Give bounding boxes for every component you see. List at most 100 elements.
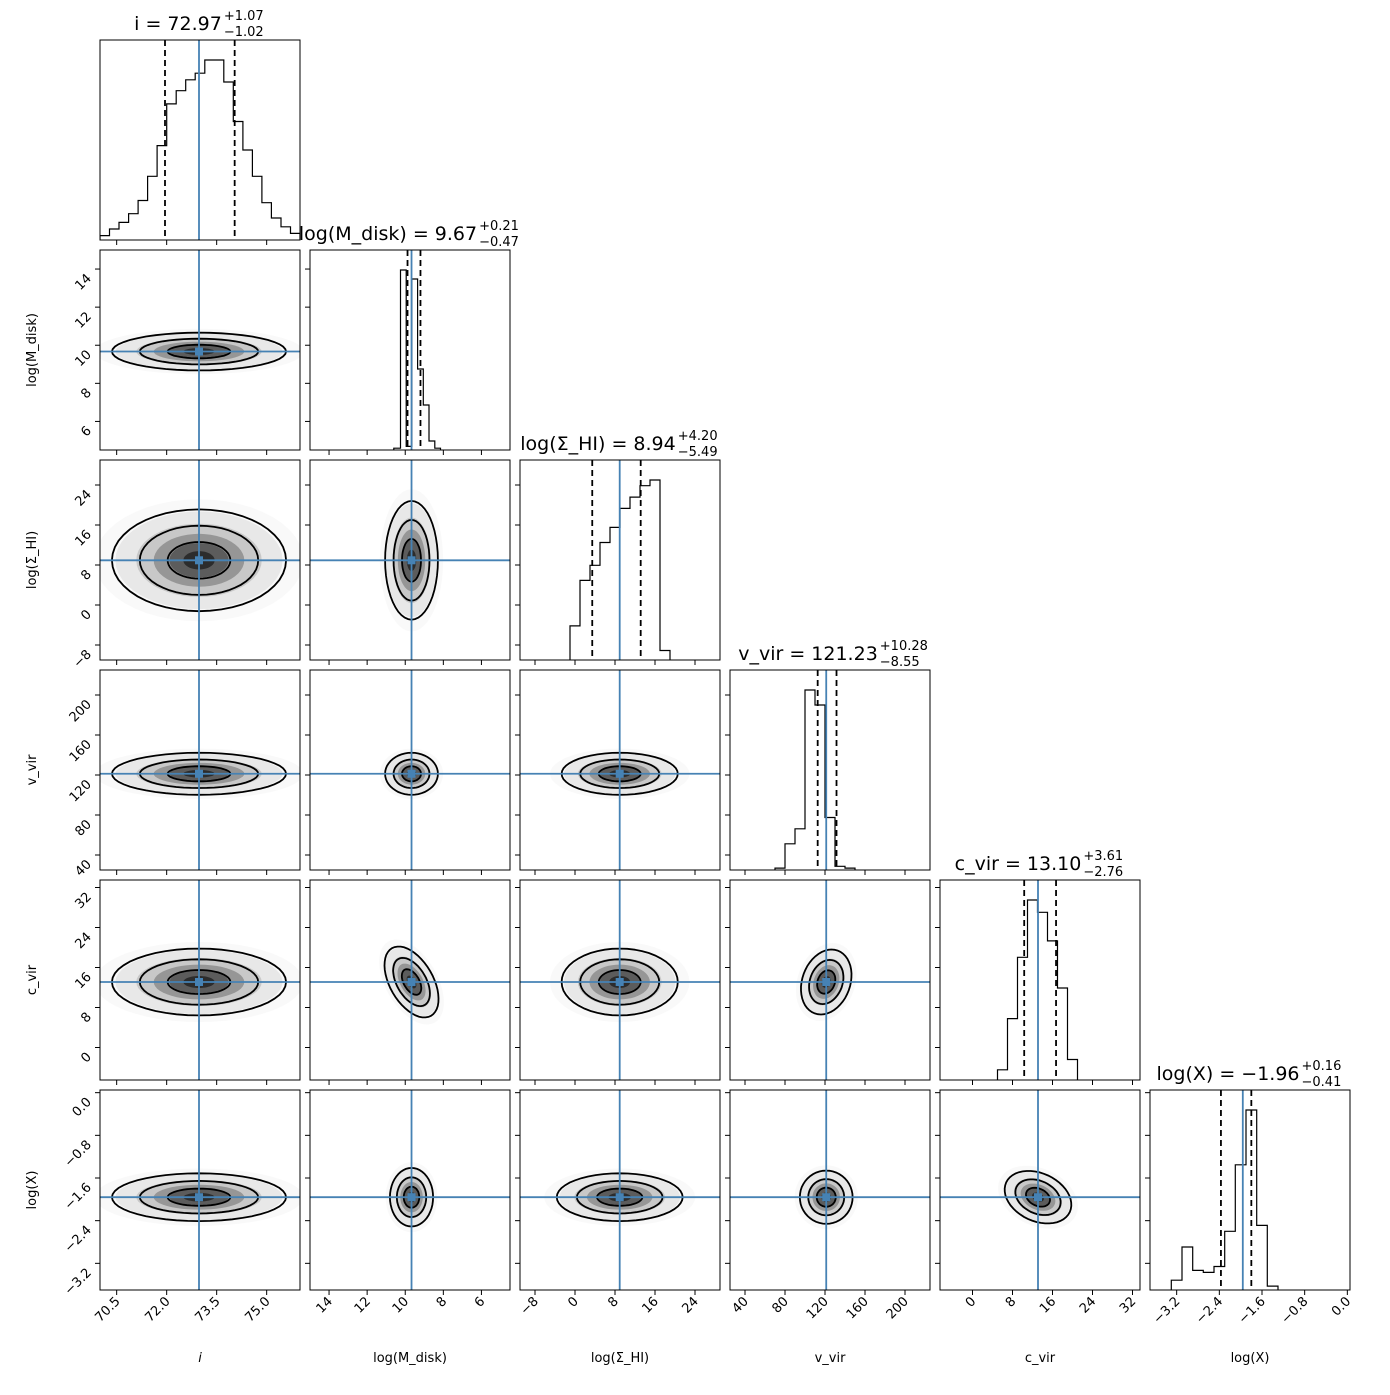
y-axis-label-c_vir: c_vir	[25, 964, 40, 995]
panel-frame	[729, 879, 931, 1081]
y-tick-label: 16	[73, 527, 95, 549]
x-tick-label: 6	[472, 1294, 488, 1310]
panel-frame	[99, 669, 301, 871]
scatter-panel-v_vir-vs-i: 40 80 120 160 200	[67, 669, 301, 880]
y-tick-label: 14	[73, 271, 95, 293]
x-tick-label: 16	[640, 1294, 662, 1316]
truth-marker	[407, 769, 416, 778]
x-tick-label: 73.5	[192, 1294, 223, 1325]
scatter-panel-v_vir-vs-log(Σ_HI)	[515, 669, 721, 875]
y-tick-label: 80	[73, 817, 95, 839]
x-tick-label: 0.0	[1329, 1294, 1354, 1319]
x-tick-label: 0	[565, 1294, 581, 1310]
x-axis-label-log(Σ_HI): log(Σ_HI)	[591, 1351, 649, 1366]
scatter-panel-c_vir-vs-log(Σ_HI)	[515, 879, 721, 1085]
x-tick-label: −2.4	[1193, 1294, 1226, 1327]
scatter-panel-c_vir-vs-v_vir	[725, 879, 931, 1085]
panel-frame	[309, 459, 511, 661]
x-tick-label: −0.8	[1279, 1294, 1312, 1327]
x-axis-label-v_vir: v_vir	[815, 1351, 846, 1366]
x-tick-label: 14	[314, 1294, 336, 1316]
panel-title-log(X): log(X) = −1.96	[1156, 1063, 1299, 1085]
contour-3	[800, 948, 853, 1016]
y-axis-label-log(M_disk): log(M_disk)	[25, 313, 40, 387]
title-err-plus: +0.16	[1302, 1059, 1342, 1074]
y-tick-label: 6	[78, 424, 94, 440]
y-tick-label: 40	[73, 857, 95, 879]
panel-frame	[309, 249, 511, 451]
x-tick-label: 80	[770, 1294, 792, 1316]
truth-marker	[822, 978, 831, 986]
x-tick-label: −3.2	[1151, 1294, 1184, 1327]
y-tick-label: 120	[67, 777, 95, 805]
panel-frame	[309, 879, 511, 1081]
x-tick-label: 12	[352, 1294, 374, 1316]
panel-frame	[729, 669, 931, 871]
x-axis-label-i: i	[198, 1351, 202, 1366]
scatter-panel-log(M_disk)-vs-i: 6 8 10 12 14	[73, 249, 301, 455]
x-tick-label: 8	[1003, 1294, 1019, 1310]
truth-marker	[1034, 1193, 1042, 1202]
y-tick-label: 200	[67, 697, 95, 725]
y-tick-label: 0	[78, 1050, 94, 1066]
hist-panel-log(Σ_HI): log(Σ_HI) = 8.94 +4.20−5.49	[515, 429, 721, 665]
panel-frame	[939, 1089, 1141, 1291]
y-tick-label: 16	[73, 970, 95, 992]
scatter-panel-v_vir-vs-log(M_disk)	[305, 669, 511, 875]
contour-3	[383, 945, 440, 1019]
y-tick-label: 8	[78, 1010, 94, 1026]
x-tick-label: 200	[884, 1294, 912, 1322]
truth-marker	[195, 556, 203, 565]
histogram-log(M_disk)	[393, 269, 442, 450]
title-err-minus: −8.55	[880, 655, 920, 670]
x-tick-label: 24	[680, 1294, 702, 1316]
x-tick-label: 24	[1077, 1294, 1099, 1316]
scatter-panel-log(Σ_HI)-vs-log(M_disk)	[305, 459, 511, 665]
contour-2	[808, 958, 845, 1006]
y-axis-label-v_vir: v_vir	[25, 754, 40, 785]
panel-title-log(M_disk): log(M_disk) = 9.67	[299, 223, 477, 245]
x-tick-label: 70.5	[92, 1294, 123, 1325]
y-tick-label: −3.2	[62, 1266, 95, 1299]
x-tick-label: −1.6	[1236, 1294, 1269, 1327]
scatter-panel-log(X)-vs-v_vir: 40 80 120 160 200	[725, 1089, 931, 1322]
x-tick-label: 10	[390, 1294, 412, 1316]
truth-marker	[195, 347, 203, 356]
title-err-plus: +3.61	[1083, 849, 1123, 864]
y-tick-label: 8	[78, 386, 94, 402]
panel-frame	[99, 249, 301, 451]
x-tick-label: 32	[1117, 1294, 1139, 1316]
y-tick-label: −2.4	[62, 1223, 95, 1256]
panel-title-v_vir: v_vir = 121.23	[738, 643, 878, 665]
panel-frame	[1149, 1089, 1351, 1291]
histogram-i	[100, 59, 300, 240]
title-err-minus: −0.47	[479, 235, 519, 250]
truth-marker	[615, 769, 624, 778]
panel-title-log(Σ_HI): log(Σ_HI) = 8.94	[520, 433, 676, 455]
title-err-minus: −0.41	[1302, 1075, 1342, 1090]
panel-frame	[939, 879, 1141, 1081]
panel-frame	[309, 1089, 511, 1291]
scatter-panel-c_vir-vs-log(M_disk)	[305, 879, 511, 1085]
histogram-v_vir	[774, 689, 856, 870]
contour-3	[1003, 1170, 1073, 1225]
x-axis-label-c_vir: c_vir	[1025, 1351, 1056, 1366]
truth-marker	[615, 1193, 624, 1202]
panel-frame	[99, 39, 301, 241]
x-tick-label: 75.0	[242, 1294, 273, 1325]
title-err-plus: +10.28	[880, 639, 928, 654]
y-tick-label: 160	[67, 737, 95, 765]
x-tick-label: 16	[1037, 1294, 1059, 1316]
panel-frame	[99, 1089, 301, 1291]
scatter-panel-log(X)-vs-c_vir: 0 8 16 24 32	[935, 1089, 1141, 1317]
panel-frame	[729, 1089, 931, 1291]
y-tick-label: 0	[78, 607, 94, 623]
hist-panel-i: i = 72.97 +1.07−1.02	[99, 9, 301, 245]
title-err-minus: −2.76	[1083, 865, 1123, 880]
scatter-panel-log(Σ_HI)-vs-i: −8 0 8 16 24	[71, 459, 301, 671]
truth-marker	[195, 1193, 203, 1202]
y-tick-label: 8	[78, 567, 94, 583]
x-axis-label-log(X): log(X)	[1231, 1351, 1270, 1366]
y-tick-label: 12	[73, 309, 95, 331]
panel-frame	[309, 669, 511, 871]
